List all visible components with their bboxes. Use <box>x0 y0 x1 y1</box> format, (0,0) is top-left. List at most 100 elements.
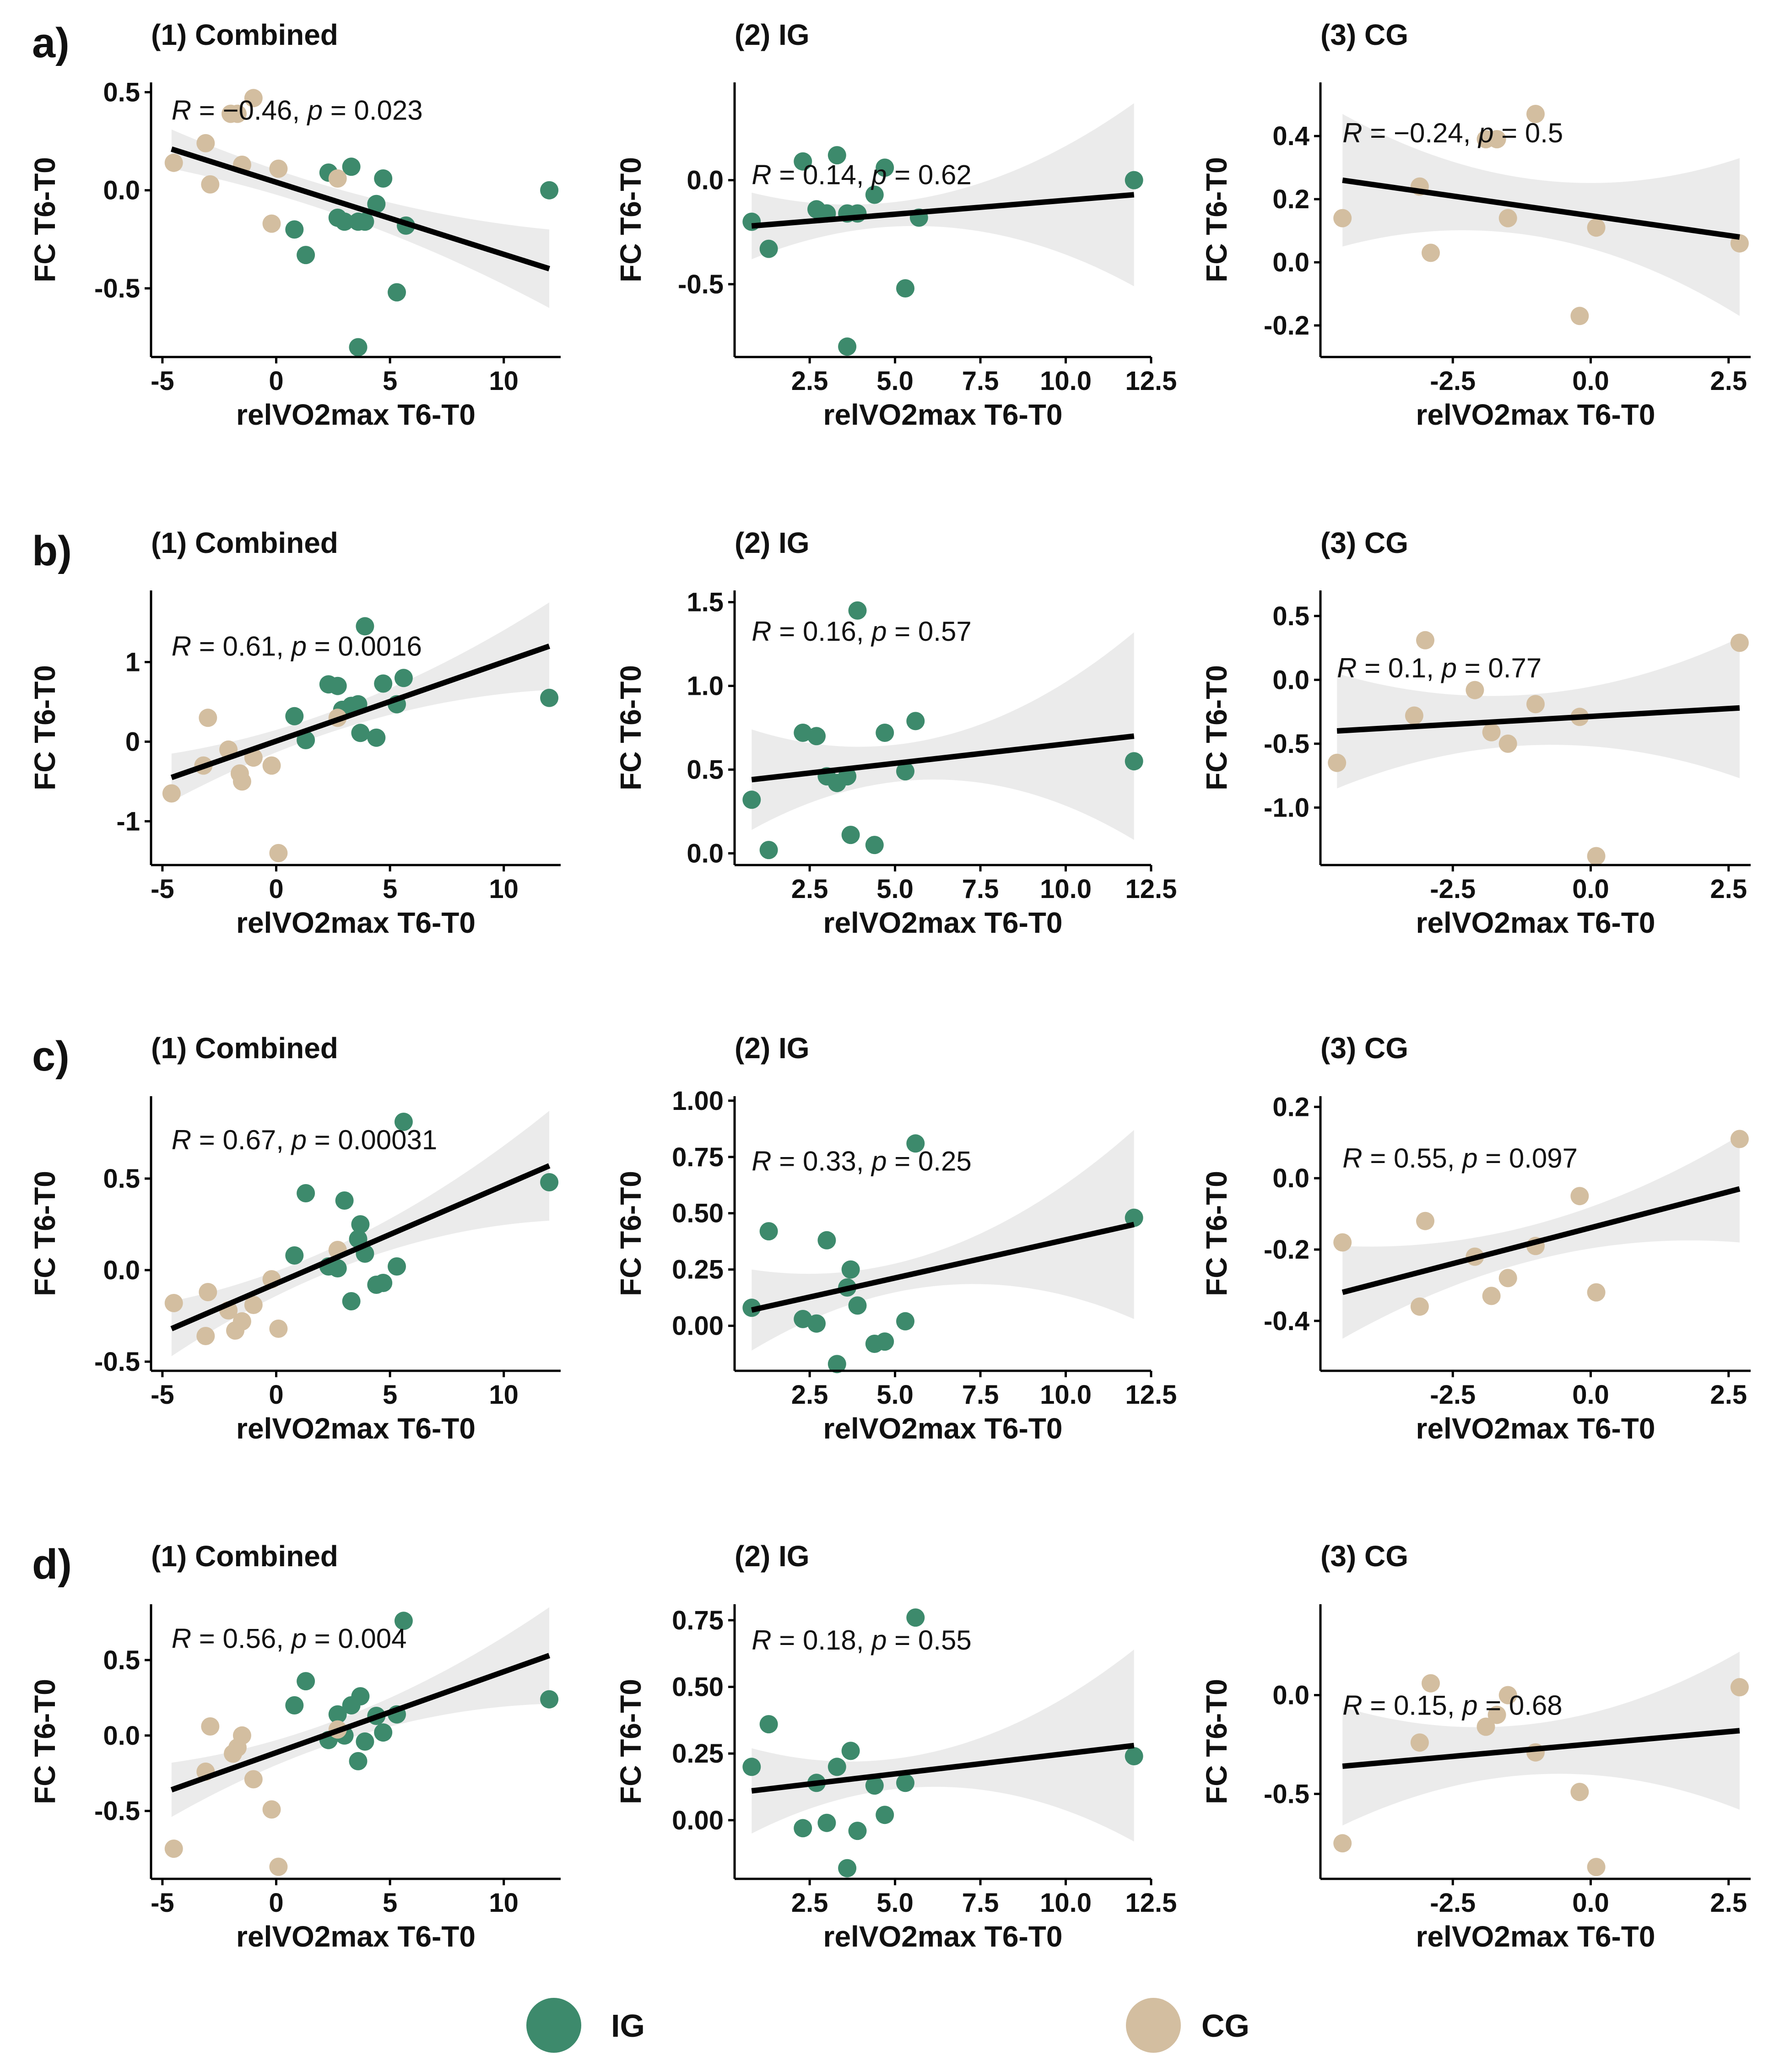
y-axis-title: FC T6-T0 <box>614 1679 647 1804</box>
data-point <box>1587 218 1606 237</box>
y-tick-label: 1.0 <box>687 671 724 701</box>
data-point <box>865 1335 884 1353</box>
data-point <box>394 1612 413 1630</box>
scatter-panel: (2) IG 2.5 5.0 7.5 10.0 12.5 0.0 -0.5 relVO2max … <box>614 18 1177 431</box>
x-axis-title: relVO2max T6-T0 <box>823 906 1063 939</box>
data-point <box>1498 209 1517 227</box>
data-point <box>742 1758 761 1776</box>
data-point <box>896 1774 914 1792</box>
x-tick-label: 12.5 <box>1125 1380 1177 1410</box>
confidence-band <box>752 1650 1134 1842</box>
y-tick-label: 0.5 <box>1272 601 1309 631</box>
regression-line <box>170 1163 551 1331</box>
confidence-band <box>1342 114 1740 316</box>
regression-line <box>170 146 550 271</box>
correlation-stats: R = −0.24, p = 0.5 <box>1342 118 1563 148</box>
x-tick-label: 5 <box>383 874 397 904</box>
y-axis-title: FC T6-T0 <box>28 1171 61 1296</box>
data-point <box>164 1839 183 1858</box>
data-point <box>269 159 288 178</box>
y-tick-label: 0.0 <box>103 1721 140 1751</box>
data-point <box>328 676 347 695</box>
data-point <box>342 1696 361 1715</box>
y-tick-label: 0.5 <box>103 1645 140 1675</box>
y-tick-label: -0.5 <box>94 1796 140 1826</box>
data-point <box>838 337 857 356</box>
data-point <box>1422 1674 1440 1693</box>
data-point <box>351 724 370 742</box>
p-value: 0.25 <box>918 1146 972 1176</box>
data-point <box>848 601 867 620</box>
x-axis-title: relVO2max T6-T0 <box>1416 398 1655 431</box>
regression-line <box>1342 1728 1740 1769</box>
data-point <box>828 1758 846 1776</box>
x-tick-label: 10.0 <box>1040 366 1092 396</box>
row-label: c) <box>32 1033 70 1080</box>
scatter-panel: d) (1) Combined -5 0 5 10 0.5 0.0 -0.5 relVO2max … <box>28 1540 561 1953</box>
x-tick-label: 5.0 <box>876 366 914 396</box>
scatter-panel: a) (1) Combined -5 0 5 10 0.5 0.0 -0.5 relVO2max … <box>28 18 561 431</box>
x-tick-label: -2.5 <box>1430 874 1476 904</box>
data-point <box>906 1608 925 1627</box>
data-point <box>1570 1783 1589 1802</box>
panel-title: (3) CG <box>1320 1032 1408 1065</box>
x-tick-label: -2.5 <box>1430 366 1476 396</box>
panel-title: (2) IG <box>735 1540 810 1573</box>
x-tick-label: 12.5 <box>1125 1888 1177 1918</box>
correlation-stats: R = 0.61, p = 0.0016 <box>172 631 422 662</box>
x-axis-title: relVO2max T6-T0 <box>1416 1412 1655 1445</box>
regression-line <box>751 1222 1135 1313</box>
legend-swatch <box>1126 1998 1181 2053</box>
data-point <box>807 727 826 746</box>
p-value: 0.77 <box>1488 653 1541 683</box>
data-point <box>233 772 251 791</box>
data-point <box>367 1276 386 1294</box>
y-tick-label: 0.0 <box>687 839 724 868</box>
data-point <box>1570 307 1589 325</box>
legend-label: CG <box>1201 2008 1249 2044</box>
data-point <box>297 1184 315 1202</box>
x-tick-label: 7.5 <box>962 366 999 396</box>
data-point <box>262 1800 281 1819</box>
x-axis-title: relVO2max T6-T0 <box>1416 1920 1655 1953</box>
panel-title: (2) IG <box>735 18 810 51</box>
x-tick-label: 0 <box>269 1888 283 1918</box>
x-axis-title: relVO2max T6-T0 <box>1416 906 1655 939</box>
data-point <box>244 89 263 108</box>
data-point <box>794 1819 812 1838</box>
r-value: 0.56 <box>222 1623 276 1654</box>
r-value: 0.33 <box>803 1146 856 1176</box>
y-axis-title: FC T6-T0 <box>614 665 647 790</box>
r-value: 0.15 <box>1394 1690 1447 1721</box>
data-point <box>349 338 368 357</box>
correlation-stats: R = 0.16, p = 0.57 <box>752 616 971 647</box>
data-point <box>335 1191 354 1210</box>
data-point <box>342 157 361 176</box>
x-tick-label: -2.5 <box>1430 1380 1476 1410</box>
x-tick-label: -5 <box>151 1380 174 1410</box>
data-point <box>394 669 413 687</box>
data-point <box>285 1246 304 1265</box>
y-tick-label: 1 <box>125 648 140 677</box>
data-point <box>896 279 914 298</box>
x-tick-label: -5 <box>151 1888 174 1918</box>
correlation-stats: R = 0.55, p = 0.097 <box>1342 1143 1578 1174</box>
data-point <box>201 175 220 194</box>
regression-line <box>1342 177 1740 240</box>
data-point <box>1526 695 1545 714</box>
panel-title: (1) Combined <box>151 1540 338 1573</box>
correlation-stats: R = 0.56, p = 0.004 <box>172 1623 407 1654</box>
x-tick-label: 10 <box>489 366 519 396</box>
y-tick-label: 0 <box>125 727 140 757</box>
data-point <box>1587 847 1606 866</box>
r-value: 0.67 <box>222 1125 276 1155</box>
data-point <box>162 784 181 803</box>
data-point <box>759 1222 778 1241</box>
y-tick-label: 0.0 <box>1272 665 1309 695</box>
scatter-panel: (2) IG 2.5 5.0 7.5 10.0 12.5 1.00 0.75 0.50 0.25 0… <box>614 1032 1177 1445</box>
data-point <box>388 1257 406 1276</box>
confidence-band <box>1342 1135 1740 1339</box>
y-tick-label: 0.5 <box>687 755 724 784</box>
y-axis-title: FC T6-T0 <box>28 665 61 790</box>
